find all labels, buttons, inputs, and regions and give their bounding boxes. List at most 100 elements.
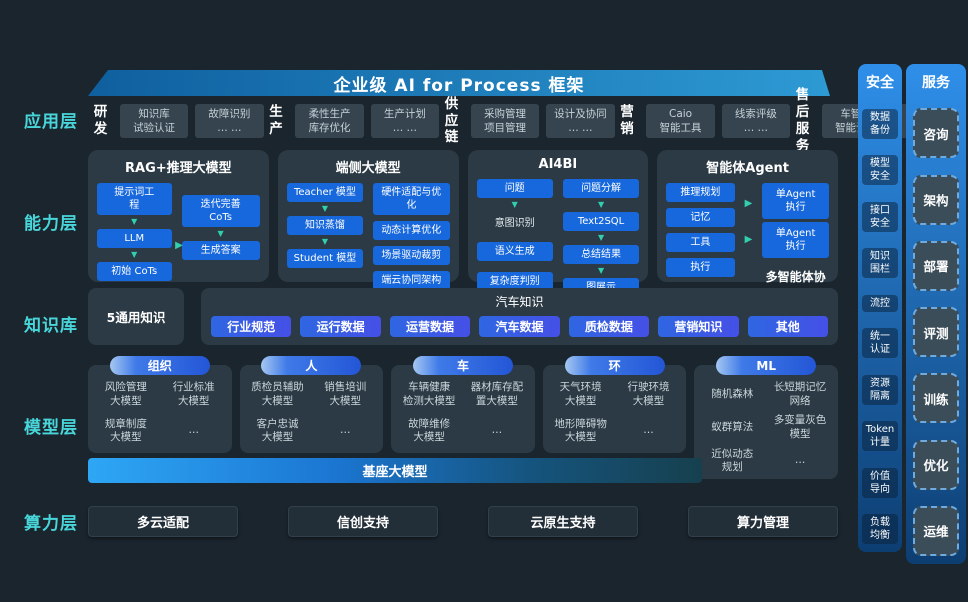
- model-group-vehicle: 车 车辆健康 检测大模型 器材库存配 置大模型 故障维修 大模型 …: [391, 356, 535, 453]
- app-group-production: 生产 柔性生产 库存优化 生产计划 … …: [264, 104, 440, 138]
- model-item: 器材库存配 置大模型: [470, 381, 524, 407]
- flow-step: Student 模型: [286, 249, 364, 268]
- model-item: 质检员辅助 大模型: [251, 381, 304, 407]
- arrow-down-icon: ▼: [131, 250, 138, 259]
- layer-label-knowledge: 知识库: [24, 316, 78, 336]
- capability-layer-row: RAG+推理大模型 提示词工 程 ▼ LLM ▼ 初始 CoTs 迭代完善 Co…: [88, 150, 838, 301]
- flow-step: 总结结果: [562, 245, 640, 264]
- arrow-down-icon: ▼: [217, 229, 224, 238]
- compute-layer-row: 多云适配 信创支持 云原生支持 算力管理: [88, 506, 838, 537]
- arrow-right-icon: ▶: [175, 240, 183, 251]
- model-group-header: 人: [261, 356, 362, 375]
- flow-step: 工具: [666, 233, 735, 252]
- arrow-right-icon: ▶: [744, 198, 753, 209]
- capability-box-title: 智能体Agent: [706, 161, 789, 176]
- model-item: 天气环境 大模型: [559, 381, 602, 407]
- security-item: 知识 围栏: [862, 248, 898, 278]
- model-item: 规章制度 大模型: [104, 417, 147, 444]
- flow-step: Text2SQL: [562, 212, 640, 231]
- arrow-down-icon: ▼: [321, 237, 329, 246]
- arrow-down-icon: ▼: [597, 233, 605, 242]
- flow-step: LLM: [97, 229, 172, 248]
- model-item: …: [643, 424, 654, 437]
- capability-box-title: AI4BI: [538, 157, 578, 172]
- capability-box-ai4bi: AI4BI 问题 ▼ 意图识别 语义生成 复杂度判别 问题分解 ▼ Text2S…: [467, 150, 649, 297]
- knowledge-pill: 行业规范: [211, 316, 292, 337]
- security-item: Token 计量: [862, 421, 898, 451]
- app-group-rnd: 研发 知识库 试验认证 故障识别 … …: [88, 104, 264, 138]
- model-group-header: 环: [564, 356, 665, 375]
- flow-step: 硬件适配与优 化: [373, 183, 450, 215]
- layer-label-model: 模型层: [24, 418, 78, 438]
- model-group-ml: ML 随机森林 长短期记忆 网络 蚁群算法 多变量灰色 模型 近似动态 规划 …: [694, 356, 838, 479]
- app-group-label: 供应 链: [444, 95, 459, 146]
- banner-title: 企业级 AI for Process 框架: [333, 75, 585, 96]
- knowledge-layer-row: 5通用知识 汽车知识 行业规范 运行数据 运营数据 汽车数据 质检数据 营销知识…: [88, 288, 838, 345]
- capability-box-title: 端侧大模型: [335, 161, 401, 176]
- security-item: 接口 安全: [862, 201, 898, 232]
- model-item: …: [491, 424, 503, 437]
- general-knowledge-box: 5通用知识: [88, 288, 184, 345]
- services-column-title: 服务: [922, 75, 950, 91]
- model-item: 蚁群算法: [711, 421, 754, 434]
- app-chip: Caio 智能工具: [646, 104, 715, 138]
- model-item: …: [340, 424, 351, 437]
- model-item: …: [188, 424, 199, 437]
- flow-step: 语义生成: [476, 242, 553, 261]
- app-chip: 柔性生产 库存优化: [295, 104, 364, 138]
- app-chip: 设计及协同 … …: [546, 104, 615, 138]
- model-layer-row: 组织 风险管理 大模型 行业标准 大模型 规章制度 大模型 … 人 质检员辅助 …: [88, 356, 838, 479]
- app-chip: 采购管理 项目管理: [470, 104, 540, 138]
- capability-box-agent: 智能体Agent 推理规划 记忆 工具 执行 ▶ ▶ 单Agent 执行 单Ag…: [657, 150, 838, 301]
- arrow-right-icon: ▶: [744, 234, 753, 245]
- model-item: 多变量灰色 模型: [773, 414, 827, 440]
- compute-button-power-mgmt: 算力管理: [688, 506, 838, 537]
- knowledge-pill: 运营数据: [389, 316, 471, 337]
- model-item: 行驶环境 大模型: [627, 381, 670, 407]
- flow-step: 场景驱动裁剪: [373, 246, 450, 265]
- layer-label-application: 应用层: [24, 112, 78, 132]
- knowledge-pill: 运行数据: [300, 316, 381, 337]
- base-model-label: 基座大模型: [362, 465, 428, 480]
- compute-button-xinchuang: 信创支持: [288, 506, 438, 537]
- flow-step: 生成答案: [181, 241, 260, 260]
- security-item: 数据 备份: [862, 108, 898, 139]
- security-item: 价值 导向: [862, 467, 898, 498]
- app-chip: 故障识别 … …: [195, 104, 264, 138]
- app-chip: 线索评级 … …: [721, 104, 791, 138]
- base-model-bar: 基座大模型: [88, 458, 702, 483]
- capability-box-title: RAG+推理大模型: [125, 161, 232, 176]
- flow-step: 迭代完善 CoTs: [181, 195, 260, 227]
- app-group-label: 售后 服务: [795, 87, 810, 154]
- model-item: 随机森林: [711, 387, 754, 400]
- compute-button-cloud-native: 云原生支持: [488, 506, 638, 537]
- capability-box-rag: RAG+推理大模型 提示词工 程 ▼ LLM ▼ 初始 CoTs 迭代完善 Co…: [88, 150, 269, 282]
- security-item: 模型 安全: [862, 155, 898, 185]
- knowledge-pill: 质检数据: [568, 316, 650, 337]
- service-item: 架构: [913, 174, 959, 225]
- arrow-down-icon: ▼: [511, 200, 518, 209]
- model-group-environment: 环 天气环境 大模型 行驶环境 大模型 地形障碍物 大模型 …: [542, 356, 687, 453]
- model-item: 故障维修 大模型: [408, 417, 451, 444]
- model-item: 风险管理 大模型: [104, 381, 147, 407]
- service-item: 训练: [913, 373, 959, 424]
- application-layer-row: 研发 知识库 试验认证 故障识别 … … 生产 柔性生产 库存优化 生产计划 ……: [88, 87, 966, 154]
- security-column: 安全 数据 备份 模型 安全 接口 安全 知识 围栏 流控 统一 认证 资源 隔…: [858, 64, 902, 552]
- compute-button-multicloud: 多云适配: [88, 506, 238, 537]
- framework-banner: 企业级 AI for Process 框架: [88, 70, 830, 96]
- service-item: 咨询: [913, 108, 959, 159]
- flow-step: 端云协同架构: [373, 271, 450, 290]
- layer-label-capability: 能力层: [24, 214, 78, 234]
- flow-step: 记忆: [666, 208, 735, 227]
- flow-step: 动态计算优化: [373, 221, 450, 240]
- flow-step: 推理规划: [666, 183, 735, 202]
- model-item: 销售培训 大模型: [324, 381, 367, 407]
- flow-step: 复杂度判别: [476, 272, 553, 291]
- service-item: 运维: [913, 505, 959, 556]
- app-group-label: 生产: [269, 104, 283, 137]
- flow-step: 执行: [666, 258, 735, 277]
- model-item: 地形障碍物 大模型: [554, 417, 607, 444]
- arrow-down-icon: ▼: [131, 217, 138, 226]
- model-item: 车辆健康 检测大模型: [402, 381, 456, 407]
